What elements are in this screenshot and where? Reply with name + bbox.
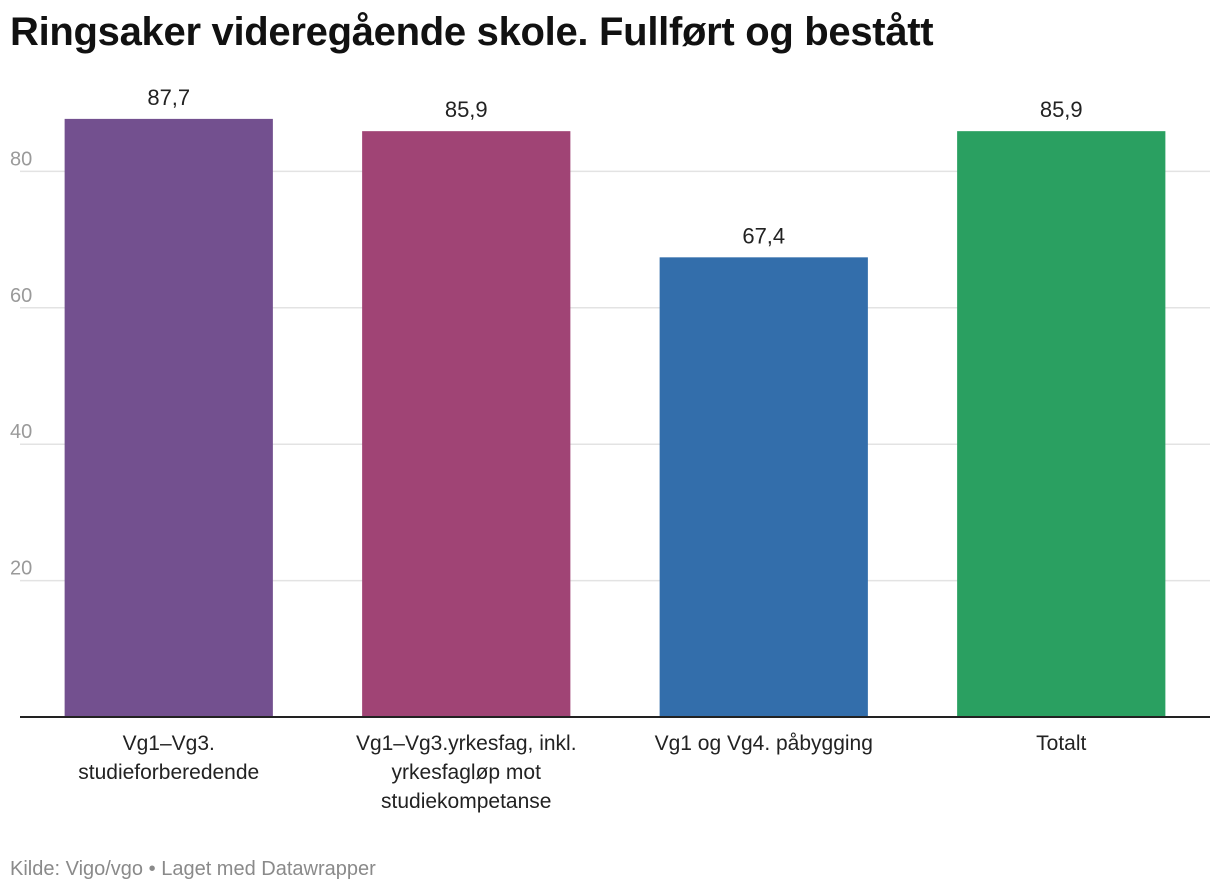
bar-value-label: 85,9 <box>445 97 488 122</box>
x-tick-label-line: Vg1 og Vg4. påbygging <box>655 732 873 755</box>
x-tick-label-line: Vg1–Vg3. <box>123 732 215 755</box>
bar-value-label: 87,7 <box>147 85 190 110</box>
bar <box>362 131 571 718</box>
bar <box>957 131 1166 718</box>
value-labels: 87,7 85,9 67,4 85,9 <box>147 85 1082 248</box>
bar-value-label: 67,4 <box>742 223 785 248</box>
chart-footer: Kilde: Vigo/vgo • Laget med Datawrapper <box>10 858 376 881</box>
bar <box>659 257 868 717</box>
x-tick-label: Vg1–Vg3.yrkesfag, inkl. yrkesfagløp mot st… <box>356 732 577 813</box>
credit-label: Laget med Datawrapper <box>161 858 376 880</box>
footer-separator: • <box>148 858 156 880</box>
bar-value-label: 85,9 <box>1040 97 1083 122</box>
source-label: Kilde: Vigo/vgo <box>10 858 144 880</box>
y-axis-ticks: 20 40 60 80 <box>10 148 32 579</box>
x-axis-labels: Vg1–Vg3. studieforberedende Vg1–Vg3.yrkesf… <box>78 732 1086 813</box>
bar-chart: 20 40 60 80 87,7 85,9 67,4 85,9 Vg1–Vg3. studie… <box>10 85 1210 813</box>
x-tick-label-line: Vg1–Vg3.yrkesfag, inkl. <box>356 732 577 755</box>
x-tick-label-line: Totalt <box>1036 732 1086 755</box>
y-tick-label: 80 <box>10 148 32 170</box>
y-tick-label: 40 <box>10 421 32 443</box>
x-tick-label-line: studiekompetanse <box>381 790 551 813</box>
x-tick-label-line: yrkesfagløp mot <box>392 761 542 784</box>
y-tick-label: 60 <box>10 285 32 307</box>
x-tick-label: Totalt <box>1036 732 1086 755</box>
x-tick-label-line: studieforberedende <box>78 761 259 784</box>
y-tick-label: 20 <box>10 558 32 580</box>
bar <box>64 118 273 718</box>
x-tick-label: Vg1–Vg3. studieforberedende <box>78 732 259 784</box>
chart-title: Ringsaker videregående skole. Fullført o… <box>10 10 934 54</box>
bars <box>64 118 1166 718</box>
x-tick-label: Vg1 og Vg4. påbygging <box>655 732 873 755</box>
